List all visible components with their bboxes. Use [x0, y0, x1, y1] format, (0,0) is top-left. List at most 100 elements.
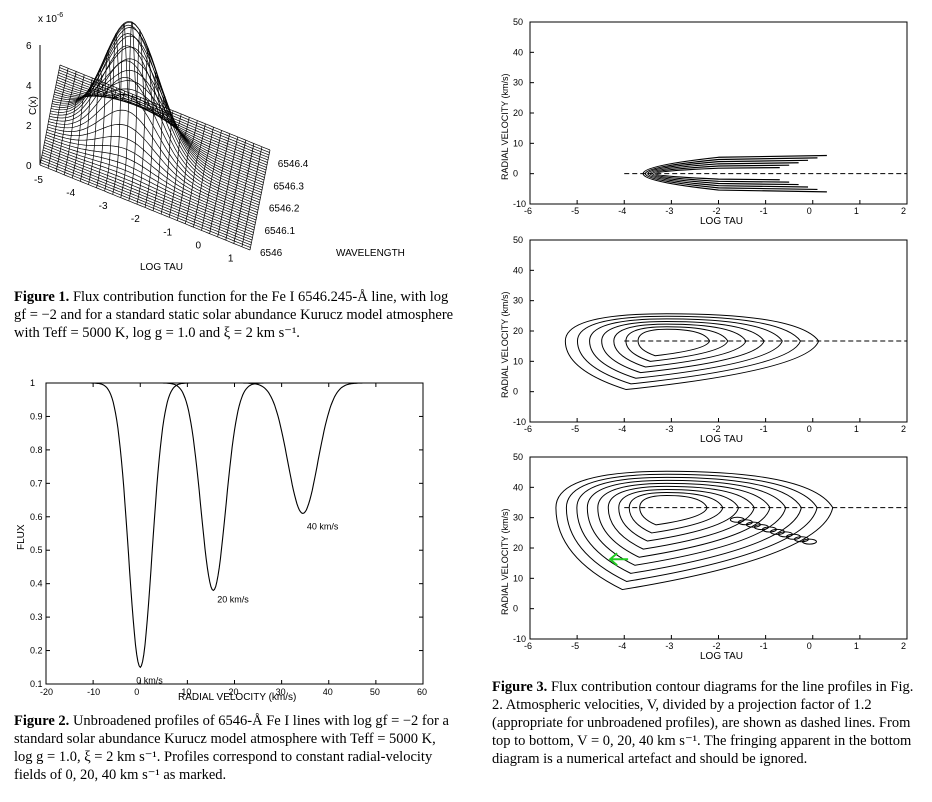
x-tick-label: -1: [760, 641, 768, 651]
x-axis-label: LOG TAU: [700, 216, 743, 227]
y-tick-label: 10: [513, 138, 523, 148]
x-axis-label: LOG TAU: [700, 434, 743, 445]
contour-line: [651, 164, 790, 183]
contour-lines: [624, 154, 907, 193]
x-tick-label: 10: [181, 687, 191, 697]
mesh-line-logtau: [168, 117, 190, 218]
contour-lines: [564, 313, 907, 391]
mesh-line-wavelength: [55, 86, 266, 173]
z-tick-label: 4: [26, 81, 32, 92]
x-tick-label: 40: [323, 687, 333, 697]
contour-line: [576, 315, 802, 385]
x-tick-label: -5: [571, 641, 579, 651]
mesh-line-logtau: [128, 29, 150, 202]
x-tick-label: -2: [713, 206, 721, 216]
x-axis-label: RADIAL VELOCITY (km/s): [178, 692, 296, 703]
mesh-line-logtau: [225, 140, 247, 241]
y-tick-label: 30: [513, 296, 523, 306]
mesh-line-logtau: [201, 130, 222, 231]
logtau-tick-label: -3: [99, 201, 108, 212]
x-tick-label: -5: [571, 424, 579, 434]
y-tick-label: 50: [513, 452, 523, 462]
mesh-line-logtau: [160, 113, 182, 215]
y-axis-label: RADIAL VELOCITY (km/s): [500, 508, 510, 615]
mesh-line-logtau: [63, 74, 85, 175]
mesh-line-logtau: [193, 127, 214, 228]
contour-line: [586, 479, 787, 566]
y-tick-label: 30: [513, 78, 523, 88]
logtau-tick-label: -2: [131, 214, 140, 225]
mesh-line-logtau: [55, 71, 77, 172]
y-tick-label: -10: [513, 199, 526, 209]
contour-line: [654, 167, 780, 181]
x-tick-label: 0: [807, 641, 812, 651]
x-tick-label: 1: [854, 424, 859, 434]
x-tick-label: -5: [571, 206, 579, 216]
mesh-line-logtau: [47, 68, 69, 169]
logtau-axis-label: LOG TAU: [140, 262, 183, 273]
x-tick-label: 1: [854, 641, 859, 651]
profile-annotations: 0 km/s 20 km/s 40 km/s: [136, 521, 339, 685]
green-arrow-marker: [608, 552, 629, 566]
profile-label: 40 km/s: [307, 521, 339, 531]
contour-line: [613, 323, 747, 368]
y-axis-label: RADIAL VELOCITY (km/s): [500, 291, 510, 398]
wavelength-tick-label: 6546.2: [269, 204, 300, 215]
x-tick-label: -3: [665, 206, 673, 216]
contour-line: [642, 154, 827, 193]
y-tick-label: -10: [513, 634, 526, 644]
profile-line: [46, 382, 423, 592]
y-tick-label: 40: [513, 265, 523, 275]
x-tick-label: -4: [618, 641, 626, 651]
wavelength-tick-label: 6546: [260, 248, 283, 259]
y-tick-label: 10: [513, 356, 523, 366]
logtau-tick-label: -1: [163, 227, 172, 238]
z-tick-label: 2: [26, 121, 32, 132]
x-tick-label: -6: [524, 424, 532, 434]
y-tick-label: 0.1: [30, 679, 43, 689]
z-tick-label: 6: [26, 41, 32, 52]
logtau-axis-ticks: -5 -4 -3 -2 -1 0 1: [34, 175, 234, 264]
y-tick-label: 50: [513, 235, 523, 245]
contour-line: [589, 318, 783, 379]
x-tick-label: -1: [760, 206, 768, 216]
y-tick-label: 1: [30, 378, 35, 388]
figure-1-caption: Figure 1. Flux contribution function for…: [14, 288, 454, 342]
mesh-line-logtau: [217, 136, 239, 237]
logtau-tick-label: 1: [228, 253, 234, 264]
figure-1-surface-plot: x 10-6 C(x) 6 4 2 0 -5 -4 -3 -2 -1 0 1 6546 6546.1…: [26, 12, 405, 273]
x-tick-label: -2: [713, 641, 721, 651]
y-tick-label: 0: [513, 169, 518, 179]
figure-1-caption-label: Figure 1.: [14, 289, 70, 305]
mesh-line-logtau: [39, 64, 61, 166]
y-tick-label: 20: [513, 326, 523, 336]
x-tick-label: -4: [618, 206, 626, 216]
wavelength-tick-label: 6546.4: [278, 159, 309, 170]
y-tick-label: 0.6: [30, 512, 43, 522]
x-tick-label: -3: [665, 641, 673, 651]
y-tick-label: 0.9: [30, 411, 43, 421]
y-axis-label: RADIAL VELOCITY (km/s): [500, 73, 510, 180]
mesh-line-logtau: [152, 95, 174, 211]
y-tick-label: 10: [513, 573, 523, 583]
figure-2-caption-text: Unbroadened profiles of 6546-Å Fe I line…: [14, 713, 449, 783]
y-axis-label: FLUX: [16, 524, 27, 550]
figure-2-line-profiles: -20 -10 0 10 20 30 40 50 60 0.1 0.2 0.3 0.4 0.5 0.6 0.7…: [16, 378, 427, 703]
mesh-line-logtau: [144, 70, 166, 208]
x-tick-label: 0: [807, 424, 812, 434]
x-tick-label: 50: [370, 687, 380, 697]
mesh-line-logtau: [176, 120, 198, 221]
y-tick-label: 20: [513, 543, 523, 553]
x-tick-label: 2: [901, 424, 906, 434]
contour-line: [639, 495, 708, 526]
z-axis-ticks: 6 4 2 0: [26, 41, 41, 172]
mesh-line-logtau: [241, 146, 263, 247]
profile-lines: [46, 382, 423, 669]
contour-line: [565, 473, 818, 582]
mesh-line-wavelength: [59, 64, 271, 151]
